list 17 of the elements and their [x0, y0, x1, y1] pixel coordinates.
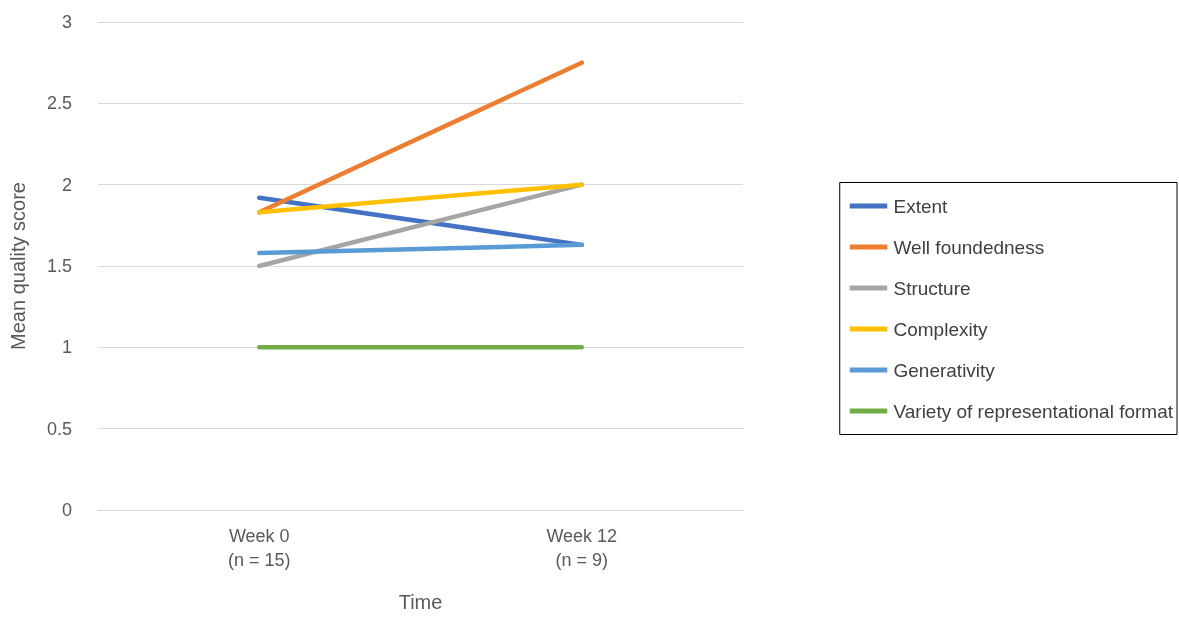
- x-tick-label: Week 0 (n = 15): [227, 526, 291, 570]
- y-axis-title: Mean quality score: [7, 182, 29, 350]
- y-tick-label: 0.5: [46, 418, 72, 439]
- y-tick-label: 1: [61, 337, 72, 358]
- legend-label: Variety of representational format: [893, 400, 1174, 422]
- legend-label: Structure: [893, 277, 971, 299]
- y-tick-label: 1.5: [46, 256, 72, 276]
- x-axis-title: Time: [398, 591, 443, 613]
- legend-label: Complexity: [893, 318, 988, 340]
- y-tick-label: 2.5: [46, 93, 72, 114]
- y-tick-label: 0: [61, 500, 72, 520]
- y-tick-label: 3: [61, 12, 72, 32]
- legend-label: Generativity: [893, 359, 996, 381]
- y-tick-label: 2: [61, 174, 72, 195]
- x-tick-label: Week 12 (n = 9): [546, 526, 618, 570]
- legend-label: Extent: [893, 195, 949, 217]
- legend-label: Well foundedness: [893, 236, 1045, 258]
